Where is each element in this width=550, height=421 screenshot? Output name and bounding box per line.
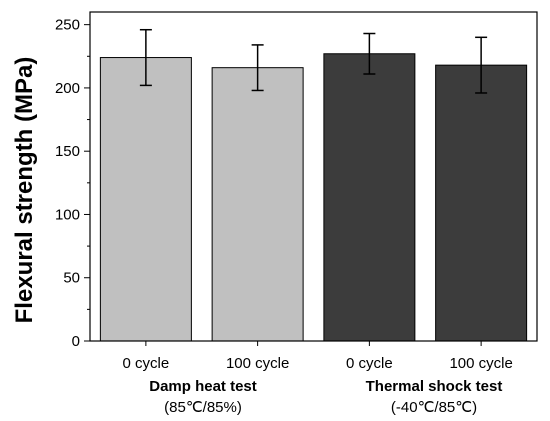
y-tick-label-100: 100	[55, 206, 80, 223]
bar-2	[323, 53, 416, 342]
error-bars-layer	[139, 28, 488, 94]
group-sublabel-thermal-shock: (-40℃/85℃)	[391, 399, 477, 416]
bar-0	[99, 57, 192, 342]
bar-3	[435, 64, 528, 342]
y-tick-label-50: 50	[63, 270, 80, 287]
bars-layer	[99, 53, 528, 342]
y-axis-label: Flexural strength (MPa)	[11, 57, 38, 324]
y-tick-label-0: 0	[72, 333, 80, 350]
group-label-damp-heat: Damp heat test	[149, 378, 257, 395]
x-tick-label-0: 0 cycle	[123, 355, 170, 372]
y-tick-label-150: 150	[55, 143, 80, 160]
group-sublabel-damp-heat: (85℃/85%)	[164, 399, 242, 416]
bar-1	[211, 67, 304, 342]
labels-layer: 0 cycle 100 cycle 0 cycle 100 cycle 0 50 100 15…	[55, 17, 513, 372]
x-tick-label-2: 0 cycle	[346, 355, 393, 372]
y-tick-label-250: 250	[55, 17, 80, 34]
y-tick-label-200: 200	[55, 80, 80, 97]
plot-frame	[89, 11, 538, 342]
group-label-thermal-shock: Thermal shock test	[366, 378, 503, 395]
x-tick-label-1: 100 cycle	[226, 355, 289, 372]
axes-layer	[84, 11, 538, 346]
x-tick-label-3: 100 cycle	[449, 355, 512, 372]
